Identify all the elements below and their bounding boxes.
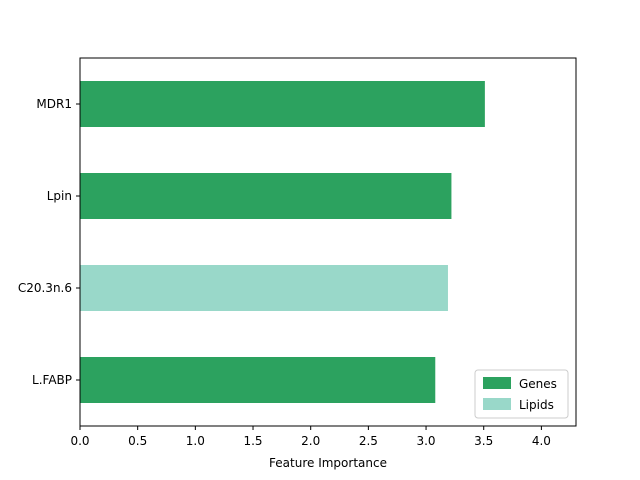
x-axis-ticks: 0.0 0.5 1.0 1.5 2.0 2.5 3.0 3.5 4.0 — [70, 426, 551, 448]
y-tick-label: L.FABP — [32, 373, 72, 387]
bar-mdr1 — [80, 81, 485, 127]
x-tick-label: 1.0 — [186, 434, 205, 448]
x-tick-label: 3.5 — [474, 434, 493, 448]
legend-label-genes: Genes — [519, 377, 557, 391]
legend-swatch-lipids — [483, 398, 511, 410]
legend: Genes Lipids — [474, 369, 569, 419]
x-tick-label: 4.0 — [532, 434, 551, 448]
bar-l-fabp — [80, 357, 436, 403]
y-tick-label: MDR1 — [36, 97, 72, 111]
x-tick-label: 1.5 — [243, 434, 262, 448]
bars-group — [80, 81, 485, 403]
legend-swatch-genes — [483, 377, 511, 389]
x-tick-label: 0.0 — [70, 434, 89, 448]
y-tick-label: C20.3n.6 — [18, 281, 72, 295]
y-tick-label: Lpin — [47, 189, 72, 203]
bar-lpin — [80, 173, 452, 219]
x-tick-label: 3.0 — [416, 434, 435, 448]
legend-label-lipids: Lipids — [519, 398, 554, 412]
x-axis-label: Feature Importance — [269, 456, 387, 470]
bar-c20-3n-6 — [80, 265, 448, 311]
plot-frame — [79, 57, 577, 427]
x-tick-label: 0.5 — [128, 434, 147, 448]
y-axis-ticks: MDR1 Lpin C20.3n.6 L.FABP — [18, 97, 80, 387]
x-tick-label: 2.0 — [301, 434, 320, 448]
x-tick-label: 2.5 — [359, 434, 378, 448]
